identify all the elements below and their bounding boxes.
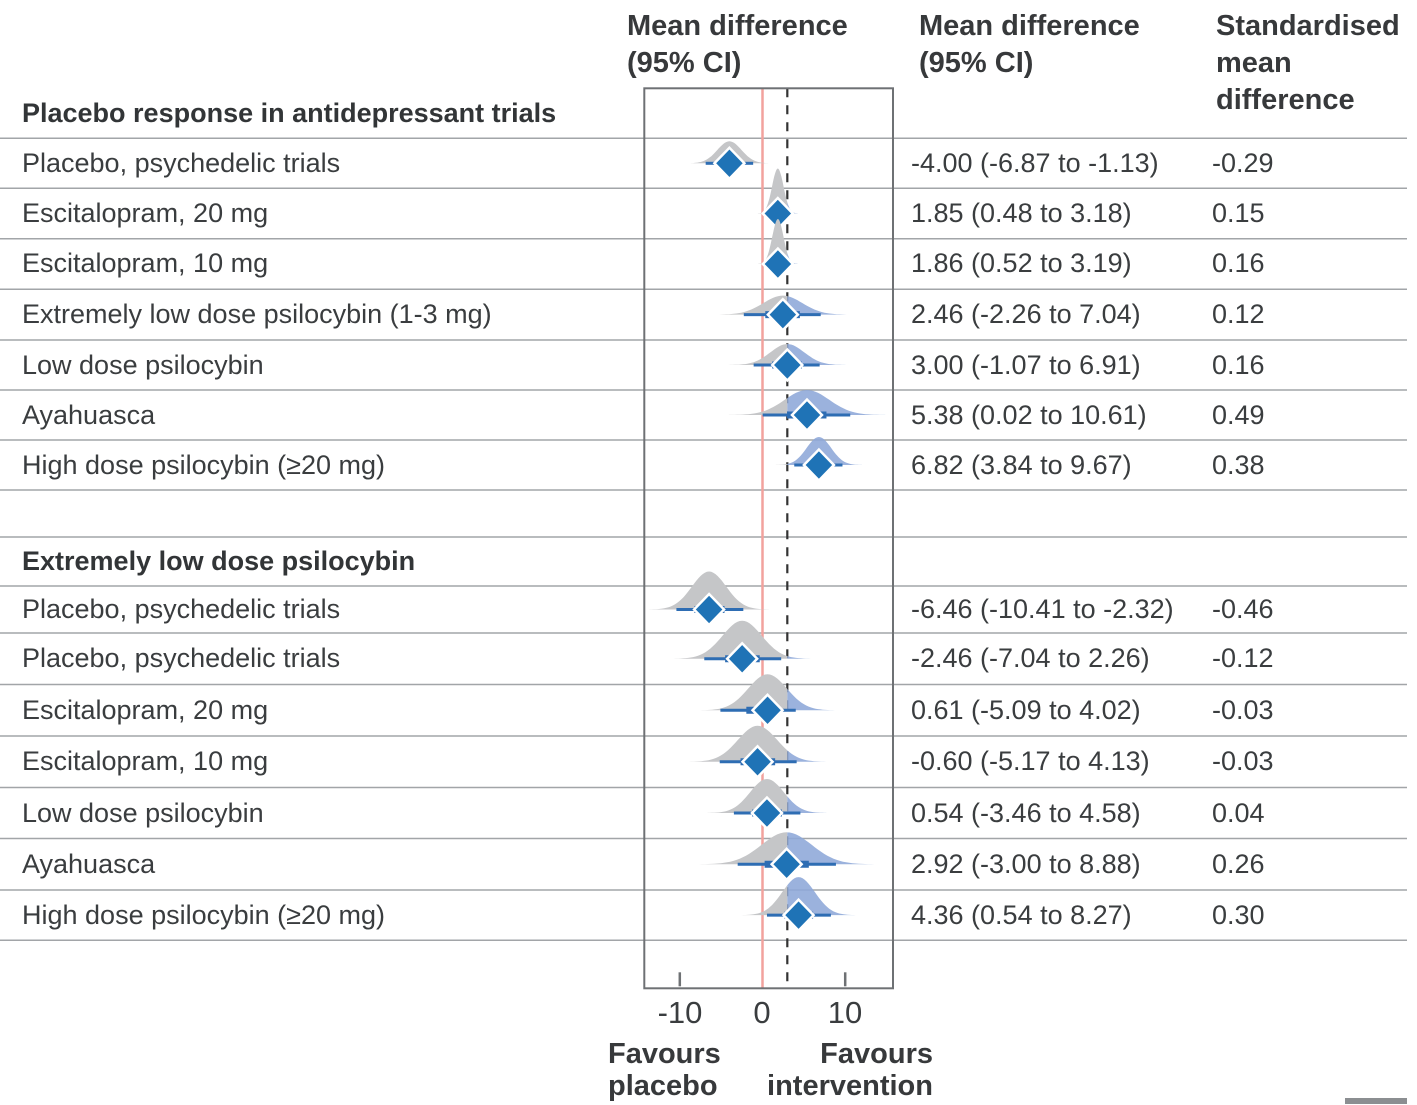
density-curve-gray xyxy=(673,620,788,659)
row-smd: -0.03 xyxy=(1212,746,1274,777)
diamond-marker xyxy=(781,897,816,933)
plot-border xyxy=(643,87,894,990)
diamond-marker xyxy=(692,592,726,627)
row-value: 1.86 (0.52 to 3.19) xyxy=(911,248,1132,279)
row-value: 2.46 (-2.26 to 7.04) xyxy=(911,299,1141,330)
density-curve-gray xyxy=(714,295,788,315)
row-smd: 0.49 xyxy=(1212,399,1265,430)
section-label: Extremely low dose psilocybin xyxy=(22,546,416,576)
row-label: Placebo, psychedelic trials xyxy=(22,643,341,674)
diamond-marker xyxy=(712,146,747,181)
row-label: Placebo, psychedelic trials xyxy=(22,594,341,624)
row-label: Placebo, psychedelic trials xyxy=(22,147,341,178)
density-curve-blue xyxy=(787,688,835,711)
density-curve-blue xyxy=(787,296,852,315)
density-curve-blue xyxy=(787,437,862,465)
diamond-marker xyxy=(725,641,759,677)
row-label: Ayahuasca xyxy=(22,848,156,879)
density-curve-blue xyxy=(787,656,811,659)
density-curve-gray xyxy=(649,571,769,610)
row-smd: 0.26 xyxy=(1212,848,1265,879)
row-smd: -0.29 xyxy=(1212,147,1274,178)
row-label: Escitalopram, 10 mg xyxy=(22,746,269,777)
row-smd: 0.04 xyxy=(1212,797,1265,828)
row-smd: -0.12 xyxy=(1212,643,1274,674)
section-label: Placebo response in antidepressant trial… xyxy=(22,97,557,128)
row-smd: -0.46 xyxy=(1212,594,1274,624)
row-label: Escitalopram, 20 mg xyxy=(22,694,269,725)
row-smd: 0.38 xyxy=(1212,449,1265,480)
row-label: Low dose psilocybin xyxy=(22,349,264,380)
diamond-marker xyxy=(761,246,795,282)
diamond-marker xyxy=(750,692,785,728)
row-value: -6.46 (-10.41 to -2.32) xyxy=(911,594,1174,624)
density-curve-gray xyxy=(775,463,788,465)
diamond-marker xyxy=(802,447,836,483)
row-value: 3.00 (-1.07 to 6.91) xyxy=(911,349,1141,380)
favours-intervention-label: Favours intervention xyxy=(767,1038,933,1103)
density-curve-gray xyxy=(741,885,788,916)
favours-placebo-label: Favours placebo xyxy=(608,1038,721,1103)
bottom-right-divider xyxy=(1345,1098,1407,1104)
row-value: 1.85 (0.48 to 3.18) xyxy=(911,197,1132,228)
diamond-marker xyxy=(790,397,824,433)
row-label: Ayahuasca xyxy=(22,399,156,430)
row-label: Escitalopram, 20 mg xyxy=(22,197,269,228)
row-value: 6.82 (3.84 to 9.67) xyxy=(911,449,1132,480)
density-curve-blue xyxy=(787,832,875,865)
row-label: Low dose psilocybin xyxy=(22,797,264,828)
row-label: High dose psilocybin (≥20 mg) xyxy=(22,899,385,930)
row-smd: -0.03 xyxy=(1212,694,1274,725)
density-curve-gray xyxy=(728,398,788,415)
density-curve-blue xyxy=(787,344,847,365)
row-smd: 0.12 xyxy=(1212,299,1265,330)
row-label: Escitalopram, 10 mg xyxy=(22,248,269,279)
row-value: -4.00 (-6.87 to -1.13) xyxy=(911,147,1159,178)
value-column-header: Mean difference (95% CI) xyxy=(919,10,1140,80)
density-curve-gray xyxy=(698,832,788,865)
row-smd: 0.16 xyxy=(1212,248,1265,279)
density-curve-blue xyxy=(787,796,827,813)
row-smd: 0.15 xyxy=(1212,197,1265,228)
diamond-marker xyxy=(766,297,800,332)
row-value: 4.36 (0.54 to 8.27) xyxy=(911,899,1132,930)
diamond-marker xyxy=(740,744,775,780)
plot-column-header: Mean difference (95% CI) xyxy=(627,10,848,80)
row-smd: 0.16 xyxy=(1212,349,1265,380)
smd-column-header: Standardised mean difference xyxy=(1216,10,1400,117)
diamond-marker xyxy=(761,196,795,231)
diamond-marker xyxy=(750,795,784,831)
row-value: -2.46 (-7.04 to 2.26) xyxy=(911,643,1150,674)
x-tick-label-neg10: -10 xyxy=(657,995,703,1030)
density-curve-gray xyxy=(728,344,788,365)
row-value: 5.38 (0.02 to 10.61) xyxy=(911,399,1147,430)
diamond-marker xyxy=(769,846,804,882)
row-smd: 0.30 xyxy=(1212,899,1265,930)
row-label: Extremely low dose psilocybin (1-3 mg) xyxy=(22,299,492,330)
row-value: -0.60 (-5.17 to 4.13) xyxy=(911,746,1150,777)
row-value: 0.54 (-3.46 to 4.58) xyxy=(911,797,1141,828)
density-curve-blue xyxy=(787,750,827,762)
x-tick-label-0: 0 xyxy=(753,995,771,1030)
row-value: 2.92 (-3.00 to 8.88) xyxy=(911,848,1141,879)
row-value: 0.61 (-5.09 to 4.02) xyxy=(911,694,1141,725)
diamond-marker xyxy=(770,347,805,383)
x-tick-label-10: 10 xyxy=(827,995,863,1030)
row-label: High dose psilocybin (≥20 mg) xyxy=(22,449,385,480)
